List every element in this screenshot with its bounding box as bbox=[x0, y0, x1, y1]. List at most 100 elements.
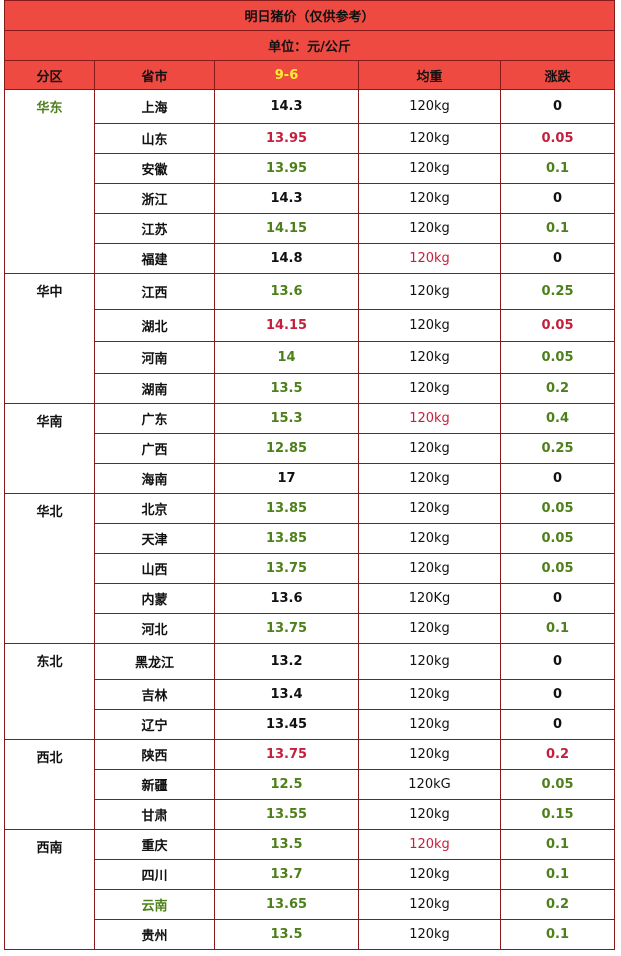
province-cell: 贵州 bbox=[94, 919, 215, 950]
table-row: 山西 13.75 120kg 0.05 bbox=[5, 553, 615, 584]
table-row: 云南 13.65 120kg 0.2 bbox=[5, 889, 615, 920]
price-cell: 14.3 bbox=[214, 89, 359, 124]
table-row: 吉林 13.4 120kg 0 bbox=[5, 679, 615, 710]
province-cell: 河南 bbox=[94, 341, 215, 374]
price-cell: 12.85 bbox=[214, 433, 359, 464]
change-cell: 0 bbox=[500, 463, 615, 494]
weight-cell: 120kg bbox=[358, 243, 501, 274]
region-cell: 东北 bbox=[4, 643, 95, 740]
change-cell: 0.05 bbox=[500, 341, 615, 374]
province-cell: 天津 bbox=[94, 523, 215, 554]
weight-cell: 120Kg bbox=[358, 583, 501, 614]
change-cell: 0.05 bbox=[500, 769, 615, 800]
region-cell: 华中 bbox=[4, 273, 95, 404]
province-cell: 广东 bbox=[94, 403, 215, 434]
weight-cell: 120kg bbox=[358, 709, 501, 740]
change-cell: 0.1 bbox=[500, 153, 615, 184]
province-cell: 山东 bbox=[94, 123, 215, 154]
change-cell: 0.1 bbox=[500, 213, 615, 244]
region-cell: 西南 bbox=[4, 829, 95, 950]
table-row: 广西 12.85 120kg 0.25 bbox=[5, 433, 615, 464]
price-cell: 13.2 bbox=[214, 643, 359, 680]
pig-price-table: 明日猪价（仅供参考） 单位：元/公斤 分区 省市 9-6 均重 涨跌 华东 上海 1… bbox=[4, 0, 615, 950]
price-cell: 13.75 bbox=[214, 553, 359, 584]
weight-cell: 120kg bbox=[358, 859, 501, 890]
change-cell: 0.25 bbox=[500, 273, 615, 310]
change-cell: 0.05 bbox=[500, 309, 615, 342]
change-cell: 0.2 bbox=[500, 739, 615, 770]
weight-cell: 120kg bbox=[358, 213, 501, 244]
price-cell: 13.65 bbox=[214, 889, 359, 920]
change-cell: 0.1 bbox=[500, 829, 615, 860]
table-row: 华东 上海 14.3 120kg 0 bbox=[4, 89, 615, 274]
province-cell: 黑龙江 bbox=[94, 643, 215, 680]
price-cell: 13.5 bbox=[214, 829, 359, 860]
change-cell: 0.05 bbox=[500, 553, 615, 584]
province-cell: 陕西 bbox=[94, 739, 215, 770]
table-row: 四川 13.7 120kg 0.1 bbox=[5, 859, 615, 890]
province-cell: 湖南 bbox=[94, 373, 215, 404]
price-cell: 14.8 bbox=[214, 243, 359, 274]
province-cell: 湖北 bbox=[94, 309, 215, 342]
weight-cell: 120kg bbox=[358, 153, 501, 184]
price-table-container: 明日猪价（仅供参考） 单位：元/公斤 分区 省市 9-6 均重 涨跌 华东 上海 1… bbox=[4, 0, 615, 950]
price-cell: 13.6 bbox=[214, 583, 359, 614]
weight-cell: 120kg bbox=[358, 799, 501, 830]
weight-cell: 120kg bbox=[358, 739, 501, 770]
province-cell: 福建 bbox=[94, 243, 215, 274]
weight-cell: 120kg bbox=[358, 553, 501, 584]
weight-cell: 120kG bbox=[358, 769, 501, 800]
header-date: 9-6 bbox=[214, 60, 359, 90]
change-cell: 0.05 bbox=[500, 123, 615, 154]
province-cell: 安徽 bbox=[94, 153, 215, 184]
province-cell: 海南 bbox=[94, 463, 215, 494]
price-cell: 15.3 bbox=[214, 403, 359, 434]
change-cell: 0 bbox=[500, 679, 615, 710]
region-cell: 华东 bbox=[4, 89, 95, 274]
price-cell: 13.85 bbox=[214, 523, 359, 554]
table-row: 海南 17 120kg 0 bbox=[5, 463, 615, 494]
change-cell: 0 bbox=[500, 643, 615, 680]
table-title: 明日猪价（仅供参考） bbox=[4, 0, 615, 31]
price-cell: 13.6 bbox=[214, 273, 359, 310]
table-row: 江苏 14.15 120kg 0.1 bbox=[5, 213, 615, 244]
table-row: 内蒙 13.6 120Kg 0 bbox=[5, 583, 615, 614]
table-body: 华东 上海 14.3 120kg 0 山东 13.95 120kg 0.05 安徽 13.95 120… bbox=[4, 89, 615, 950]
change-cell: 0 bbox=[500, 89, 615, 124]
price-cell: 13.75 bbox=[214, 739, 359, 770]
province-cell: 四川 bbox=[94, 859, 215, 890]
change-cell: 0.25 bbox=[500, 433, 615, 464]
change-cell: 0.1 bbox=[500, 613, 615, 644]
table-row: 华北 北京 13.85 120kg 0.05 bbox=[4, 493, 615, 644]
province-cell: 内蒙 bbox=[94, 583, 215, 614]
province-cell: 广西 bbox=[94, 433, 215, 464]
table-row: 辽宁 13.45 120kg 0 bbox=[5, 709, 615, 740]
province-cell: 辽宁 bbox=[94, 709, 215, 740]
price-cell: 14.15 bbox=[214, 213, 359, 244]
price-cell: 13.5 bbox=[214, 373, 359, 404]
header-change: 涨跌 bbox=[500, 60, 615, 90]
price-cell: 13.95 bbox=[214, 123, 359, 154]
region-cell: 华北 bbox=[4, 493, 95, 644]
weight-cell: 120kg bbox=[358, 403, 501, 434]
table-row: 湖北 14.15 120kg 0.05 bbox=[5, 309, 615, 342]
price-cell: 12.5 bbox=[214, 769, 359, 800]
weight-cell: 120kg bbox=[358, 89, 501, 124]
unit-label: 单位：元/公斤 bbox=[4, 30, 615, 61]
price-cell: 14 bbox=[214, 341, 359, 374]
header-region: 分区 bbox=[4, 60, 95, 90]
weight-cell: 120kg bbox=[358, 309, 501, 342]
price-cell: 13.7 bbox=[214, 859, 359, 890]
change-cell: 0 bbox=[500, 709, 615, 740]
weight-cell: 120kg bbox=[358, 679, 501, 710]
change-cell: 0.4 bbox=[500, 403, 615, 434]
province-cell: 浙江 bbox=[94, 183, 215, 214]
weight-cell: 120kg bbox=[358, 433, 501, 464]
weight-cell: 120kg bbox=[358, 829, 501, 860]
price-cell: 13.45 bbox=[214, 709, 359, 740]
weight-cell: 120kg bbox=[358, 919, 501, 950]
weight-cell: 120kg bbox=[358, 183, 501, 214]
province-cell: 江苏 bbox=[94, 213, 215, 244]
table-row: 西南 重庆 13.5 120kg 0.1 bbox=[4, 829, 615, 950]
price-cell: 13.55 bbox=[214, 799, 359, 830]
